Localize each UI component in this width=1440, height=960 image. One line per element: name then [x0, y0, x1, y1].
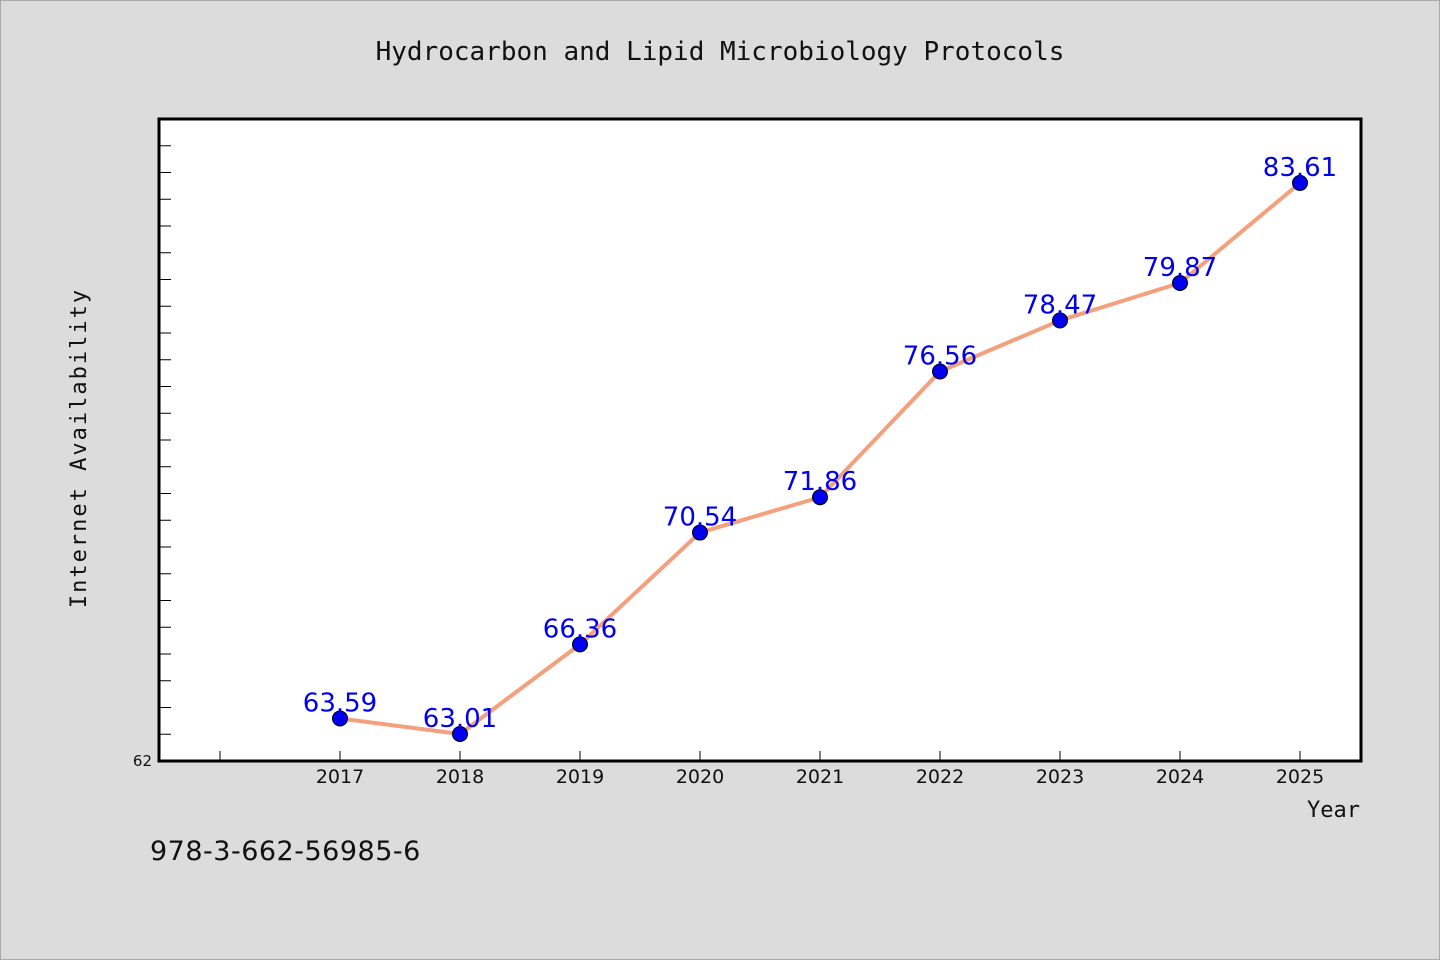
x-tick-label: 2017	[316, 766, 364, 788]
x-tick-label: 2018	[436, 766, 484, 788]
data-label: 63.59	[303, 688, 377, 718]
data-point	[572, 636, 588, 653]
data-point	[332, 710, 348, 727]
x-axis-ticks: 2017 2018 2019 2020 2021 2022 2023 2024 2025	[219, 751, 1324, 788]
data-label: 83.61	[1263, 153, 1337, 183]
y-axis-ticks	[158, 145, 171, 762]
x-tick-label: 2025	[1276, 766, 1324, 788]
data-label: 78.47	[1023, 290, 1097, 320]
x-tick-label: 2021	[796, 766, 844, 788]
plot-area	[157, 117, 1363, 763]
x-tick-label: 2020	[676, 766, 724, 788]
data-label: 71.86	[783, 467, 857, 497]
x-tick-label: 2023	[1036, 766, 1084, 788]
chart-title: Hydrocarbon and Lipid Microbiology Proto…	[376, 37, 1065, 67]
data-point	[812, 489, 828, 506]
x-axis-label: Year	[1307, 798, 1360, 823]
data-point	[692, 524, 708, 541]
data-label: 63.01	[423, 704, 497, 734]
y-tick-label: 62	[133, 752, 152, 770]
series-group: 63.59 63.01 66.36 70.54 71.86 76.56 78.47 79.87…	[303, 153, 1337, 742]
data-label: 66.36	[543, 614, 617, 644]
data-label: 79.87	[1143, 253, 1217, 283]
data-point	[1052, 312, 1068, 329]
data-point	[1172, 274, 1188, 291]
isbn-text: 978-3-662-56985-6	[150, 836, 421, 867]
y-axis-label: Internet Availability	[67, 288, 92, 608]
x-tick-label: 2024	[1156, 766, 1204, 788]
data-label: 70.54	[663, 503, 737, 533]
x-tick-label: 2019	[556, 766, 604, 788]
data-label: 76.56	[903, 342, 977, 372]
x-tick-label: 2022	[916, 766, 964, 788]
data-point	[1292, 174, 1308, 191]
data-point	[452, 725, 468, 742]
data-point	[932, 363, 948, 380]
